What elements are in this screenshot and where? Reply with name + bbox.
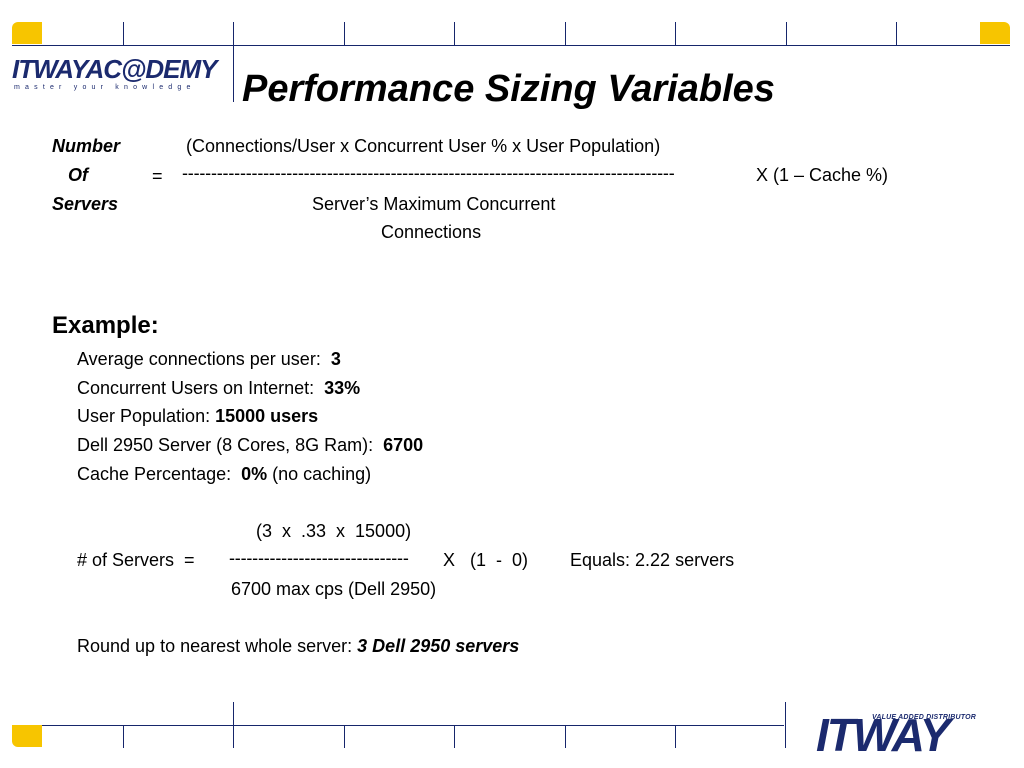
top-tick bbox=[454, 22, 455, 45]
formula-label-servers: Servers bbox=[52, 194, 119, 214]
formula-label-of: Of bbox=[68, 165, 88, 185]
example-row-label: Average connections per user: bbox=[77, 349, 331, 369]
conclusion: Round up to nearest whole server: 3 Dell… bbox=[77, 636, 519, 657]
bottom-divider-tall bbox=[233, 702, 234, 748]
bottom-tick bbox=[454, 725, 455, 748]
example-row-suffix: (no caching) bbox=[267, 464, 372, 484]
example-row-value: 33% bbox=[324, 378, 361, 398]
academy-logo-tagline: master your knowledge bbox=[14, 84, 196, 91]
calc-divider: ------------------------------- bbox=[229, 548, 409, 568]
top-tick bbox=[675, 22, 676, 45]
itway-logo: ITWAY VALUE ADDED DISTRIBUTOR bbox=[816, 702, 986, 761]
bottom-tick bbox=[675, 725, 676, 748]
example-row: Cache Percentage: 0% (no caching) bbox=[77, 464, 371, 485]
formula-equals: = bbox=[152, 166, 163, 186]
top-frame-line bbox=[12, 45, 1010, 46]
bottom-tick bbox=[123, 725, 124, 748]
calc-result: Equals: 2.22 servers bbox=[570, 550, 735, 570]
example-row: Concurrent Users on Internet: 33% bbox=[77, 378, 360, 399]
example-row-value: 15000 users bbox=[215, 406, 319, 426]
example-row-label: Cache Percentage: bbox=[77, 464, 242, 484]
bottom-frame-line bbox=[12, 725, 784, 726]
top-right-accent-tab bbox=[980, 22, 1010, 44]
top-tick bbox=[123, 22, 124, 45]
bottom-divider-tall bbox=[785, 702, 786, 748]
formula-divider: ----------------------------------------… bbox=[182, 163, 675, 183]
top-tick bbox=[344, 22, 345, 45]
conclusion-value: 3 Dell 2950 servers bbox=[357, 636, 520, 656]
itway-logo-wordmark: ITWAY bbox=[816, 709, 950, 761]
formula-multiplier: X (1 – Cache %) bbox=[756, 165, 889, 185]
top-tick bbox=[896, 22, 897, 45]
example-row-value: 0% bbox=[241, 464, 268, 484]
calc-denominator: 6700 max cps (Dell 2950) bbox=[231, 579, 437, 599]
bottom-tick bbox=[565, 725, 566, 748]
example-row-label: Concurrent Users on Internet: bbox=[77, 378, 325, 398]
formula-denominator-line1: Server’s Maximum Concurrent bbox=[312, 194, 556, 214]
formula-label-number: Number bbox=[52, 136, 121, 156]
bottom-tick bbox=[344, 725, 345, 748]
itway-academy-logo: ITWAYAC@DEMY master your knowledge bbox=[12, 54, 236, 94]
example-row: Average connections per user: 3 bbox=[77, 349, 341, 370]
top-left-accent-tab bbox=[12, 22, 42, 44]
calc-label: # of Servers = bbox=[77, 550, 195, 570]
conclusion-label: Round up to nearest whole server: bbox=[77, 636, 358, 656]
example-row-value: 3 bbox=[330, 349, 341, 369]
formula-numerator: (Connections/User x Concurrent User % x … bbox=[186, 136, 661, 156]
calc-multiplier: X (1 - 0) bbox=[443, 550, 529, 570]
formula-denominator-line2: Connections bbox=[381, 222, 482, 242]
example-heading: Example: bbox=[52, 312, 159, 339]
example-row-label: Dell 2950 Server (8 Cores, 8G Ram): bbox=[77, 435, 384, 455]
academy-logo-wordmark: ITWAYAC@DEMY bbox=[12, 54, 217, 84]
example-row-value: 6700 bbox=[383, 435, 424, 455]
itway-logo-tagline: VALUE ADDED DISTRIBUTOR bbox=[872, 714, 977, 721]
top-tick bbox=[565, 22, 566, 45]
calc-numerator: (3 x .33 x 15000) bbox=[256, 521, 412, 541]
slide-title: Performance Sizing Variables bbox=[242, 68, 775, 110]
example-row-label: User Population: bbox=[77, 406, 216, 426]
example-row: Dell 2950 Server (8 Cores, 8G Ram): 6700 bbox=[77, 435, 423, 456]
top-divider-tall bbox=[233, 22, 234, 102]
example-row: User Population: 15000 users bbox=[77, 406, 318, 427]
top-tick bbox=[786, 22, 787, 45]
bottom-left-accent-tab bbox=[12, 725, 42, 747]
